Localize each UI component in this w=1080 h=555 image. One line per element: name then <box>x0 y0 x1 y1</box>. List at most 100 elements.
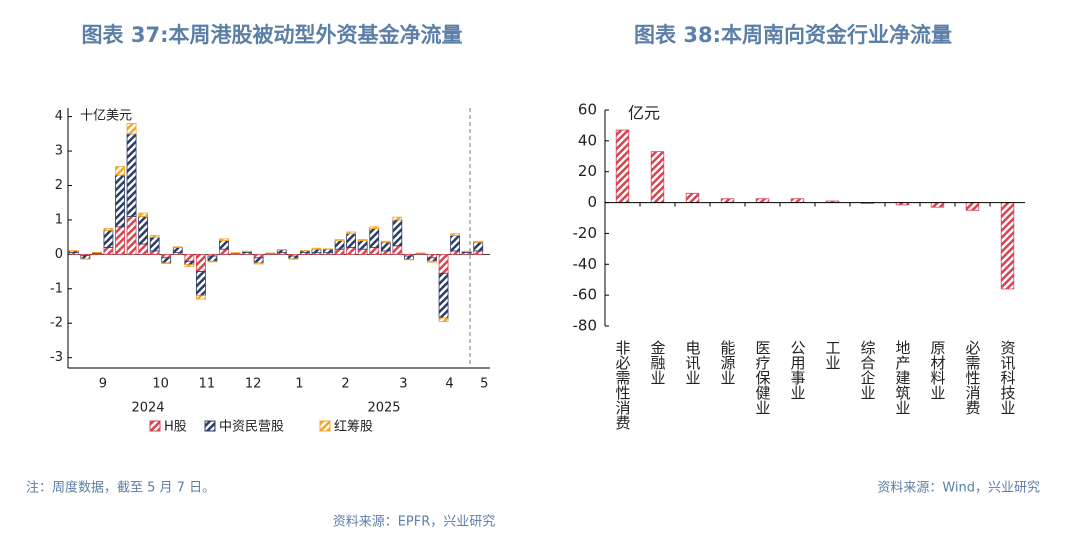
y-tick-label: 60 <box>578 101 597 119</box>
bar-segment <box>115 175 124 227</box>
x-tick-label: 综合企业 <box>859 340 877 400</box>
legend-label: 中资民营股 <box>219 420 284 435</box>
bar <box>686 193 699 202</box>
bar-segment <box>439 254 448 273</box>
bar-segment <box>289 256 298 259</box>
bar-segment <box>370 247 379 254</box>
bar-segment <box>370 227 379 229</box>
bar-segment <box>335 249 344 254</box>
legend-swatch <box>320 421 330 431</box>
x-tick-label: 11 <box>199 377 216 392</box>
y-unit: 十亿美元 <box>80 109 132 124</box>
x-tick-label: 能源业 <box>719 340 737 385</box>
bar-segment <box>347 247 356 254</box>
bar-segment <box>162 258 171 263</box>
bar-segment <box>393 217 402 220</box>
y-tick-label: 40 <box>578 131 597 149</box>
bar-segment <box>139 213 148 216</box>
y-tick-label: 1 <box>55 212 63 227</box>
bar-segment <box>335 240 344 241</box>
x-tick-label: 1 <box>295 377 303 392</box>
x-group-label: 2025 <box>367 401 400 416</box>
bar-segment <box>162 254 171 257</box>
bar-segment <box>427 258 436 261</box>
bar-segment <box>381 241 390 242</box>
bar-segment <box>312 249 321 252</box>
bar-segment <box>474 251 483 254</box>
bar-segment <box>347 234 356 248</box>
source: 资料来源：EPFR，兴业研究 <box>333 515 496 530</box>
x-tick-label: 5 <box>480 377 488 392</box>
bar-segment <box>115 227 124 255</box>
bar-segment <box>196 296 205 299</box>
bar-segment <box>219 249 228 254</box>
y-tick-label: -40 <box>573 255 598 273</box>
bar-segment <box>358 241 367 250</box>
x-tick-label: 金融业 <box>649 340 667 385</box>
bar-segment <box>219 239 228 241</box>
x-tick-label: 10 <box>152 377 169 392</box>
bar-segment <box>196 254 205 271</box>
chart-title: 图表 37:本周港股被动型外资基金净流量 <box>82 23 463 47</box>
x-group-label: 2024 <box>131 401 164 416</box>
legend-swatch <box>205 421 215 431</box>
bar-segment <box>474 242 483 251</box>
bar-segment <box>254 263 263 264</box>
bar-segment <box>347 232 356 234</box>
legend-swatch <box>150 421 160 431</box>
x-tick-label: 2 <box>341 377 349 392</box>
bar-segment <box>335 241 344 250</box>
y-tick-label: 2 <box>55 178 63 193</box>
y-tick-label: -80 <box>573 317 598 335</box>
bar-segment <box>474 241 483 242</box>
y-tick-label: 0 <box>587 193 597 211</box>
x-tick-label: 工业 <box>824 340 842 370</box>
y-tick-label: -20 <box>573 224 598 242</box>
bar-segment <box>208 261 217 262</box>
bar-segment <box>150 235 159 237</box>
y-tick-label: 3 <box>55 144 63 159</box>
bar-segment <box>451 234 460 236</box>
bar-segment <box>323 249 332 252</box>
bar-segment <box>254 258 263 263</box>
bar-segment <box>358 240 367 241</box>
x-tick-label: 12 <box>245 377 262 392</box>
bar <box>756 199 769 203</box>
bar <box>1001 203 1014 289</box>
bar <box>651 152 664 203</box>
bar-segment <box>81 255 90 258</box>
bar-segment <box>393 246 402 255</box>
bar-segment <box>173 247 182 252</box>
bar-segment <box>150 251 159 254</box>
bar-segment <box>162 263 171 264</box>
y-tick-label: 20 <box>578 162 597 180</box>
bar-segment <box>439 273 448 318</box>
chart-title: 图表 38:本周南向资金行业净流量 <box>634 23 952 47</box>
bar-segment <box>381 251 390 254</box>
bar-segment <box>370 229 379 248</box>
bar-segment <box>185 261 194 264</box>
bar-segment <box>173 247 182 248</box>
x-tick-label: 必需性消费 <box>964 340 982 415</box>
x-tick-label: 原材料业 <box>929 340 947 400</box>
bar <box>966 203 979 211</box>
bar-segment <box>139 216 148 244</box>
y-tick-label: -1 <box>50 281 63 296</box>
bar-segment <box>381 242 390 251</box>
bar <box>931 203 944 208</box>
y-tick-label: 4 <box>55 109 63 124</box>
x-tick-label: 地产建筑业 <box>894 340 912 415</box>
bar-segment <box>358 249 367 254</box>
bar-segment <box>185 265 194 267</box>
bar-segment <box>104 229 113 231</box>
x-tick-label: 医疗保健业 <box>754 340 772 415</box>
bar-segment <box>312 248 321 249</box>
bar <box>791 199 804 203</box>
y-tick-label: -2 <box>50 316 63 331</box>
bar-segment <box>219 241 228 250</box>
y-tick-label: -3 <box>50 350 63 365</box>
x-tick-label: 公用事业 <box>789 340 807 400</box>
x-tick-label: 资讯科技业 <box>999 340 1017 415</box>
bar-segment <box>115 167 124 176</box>
